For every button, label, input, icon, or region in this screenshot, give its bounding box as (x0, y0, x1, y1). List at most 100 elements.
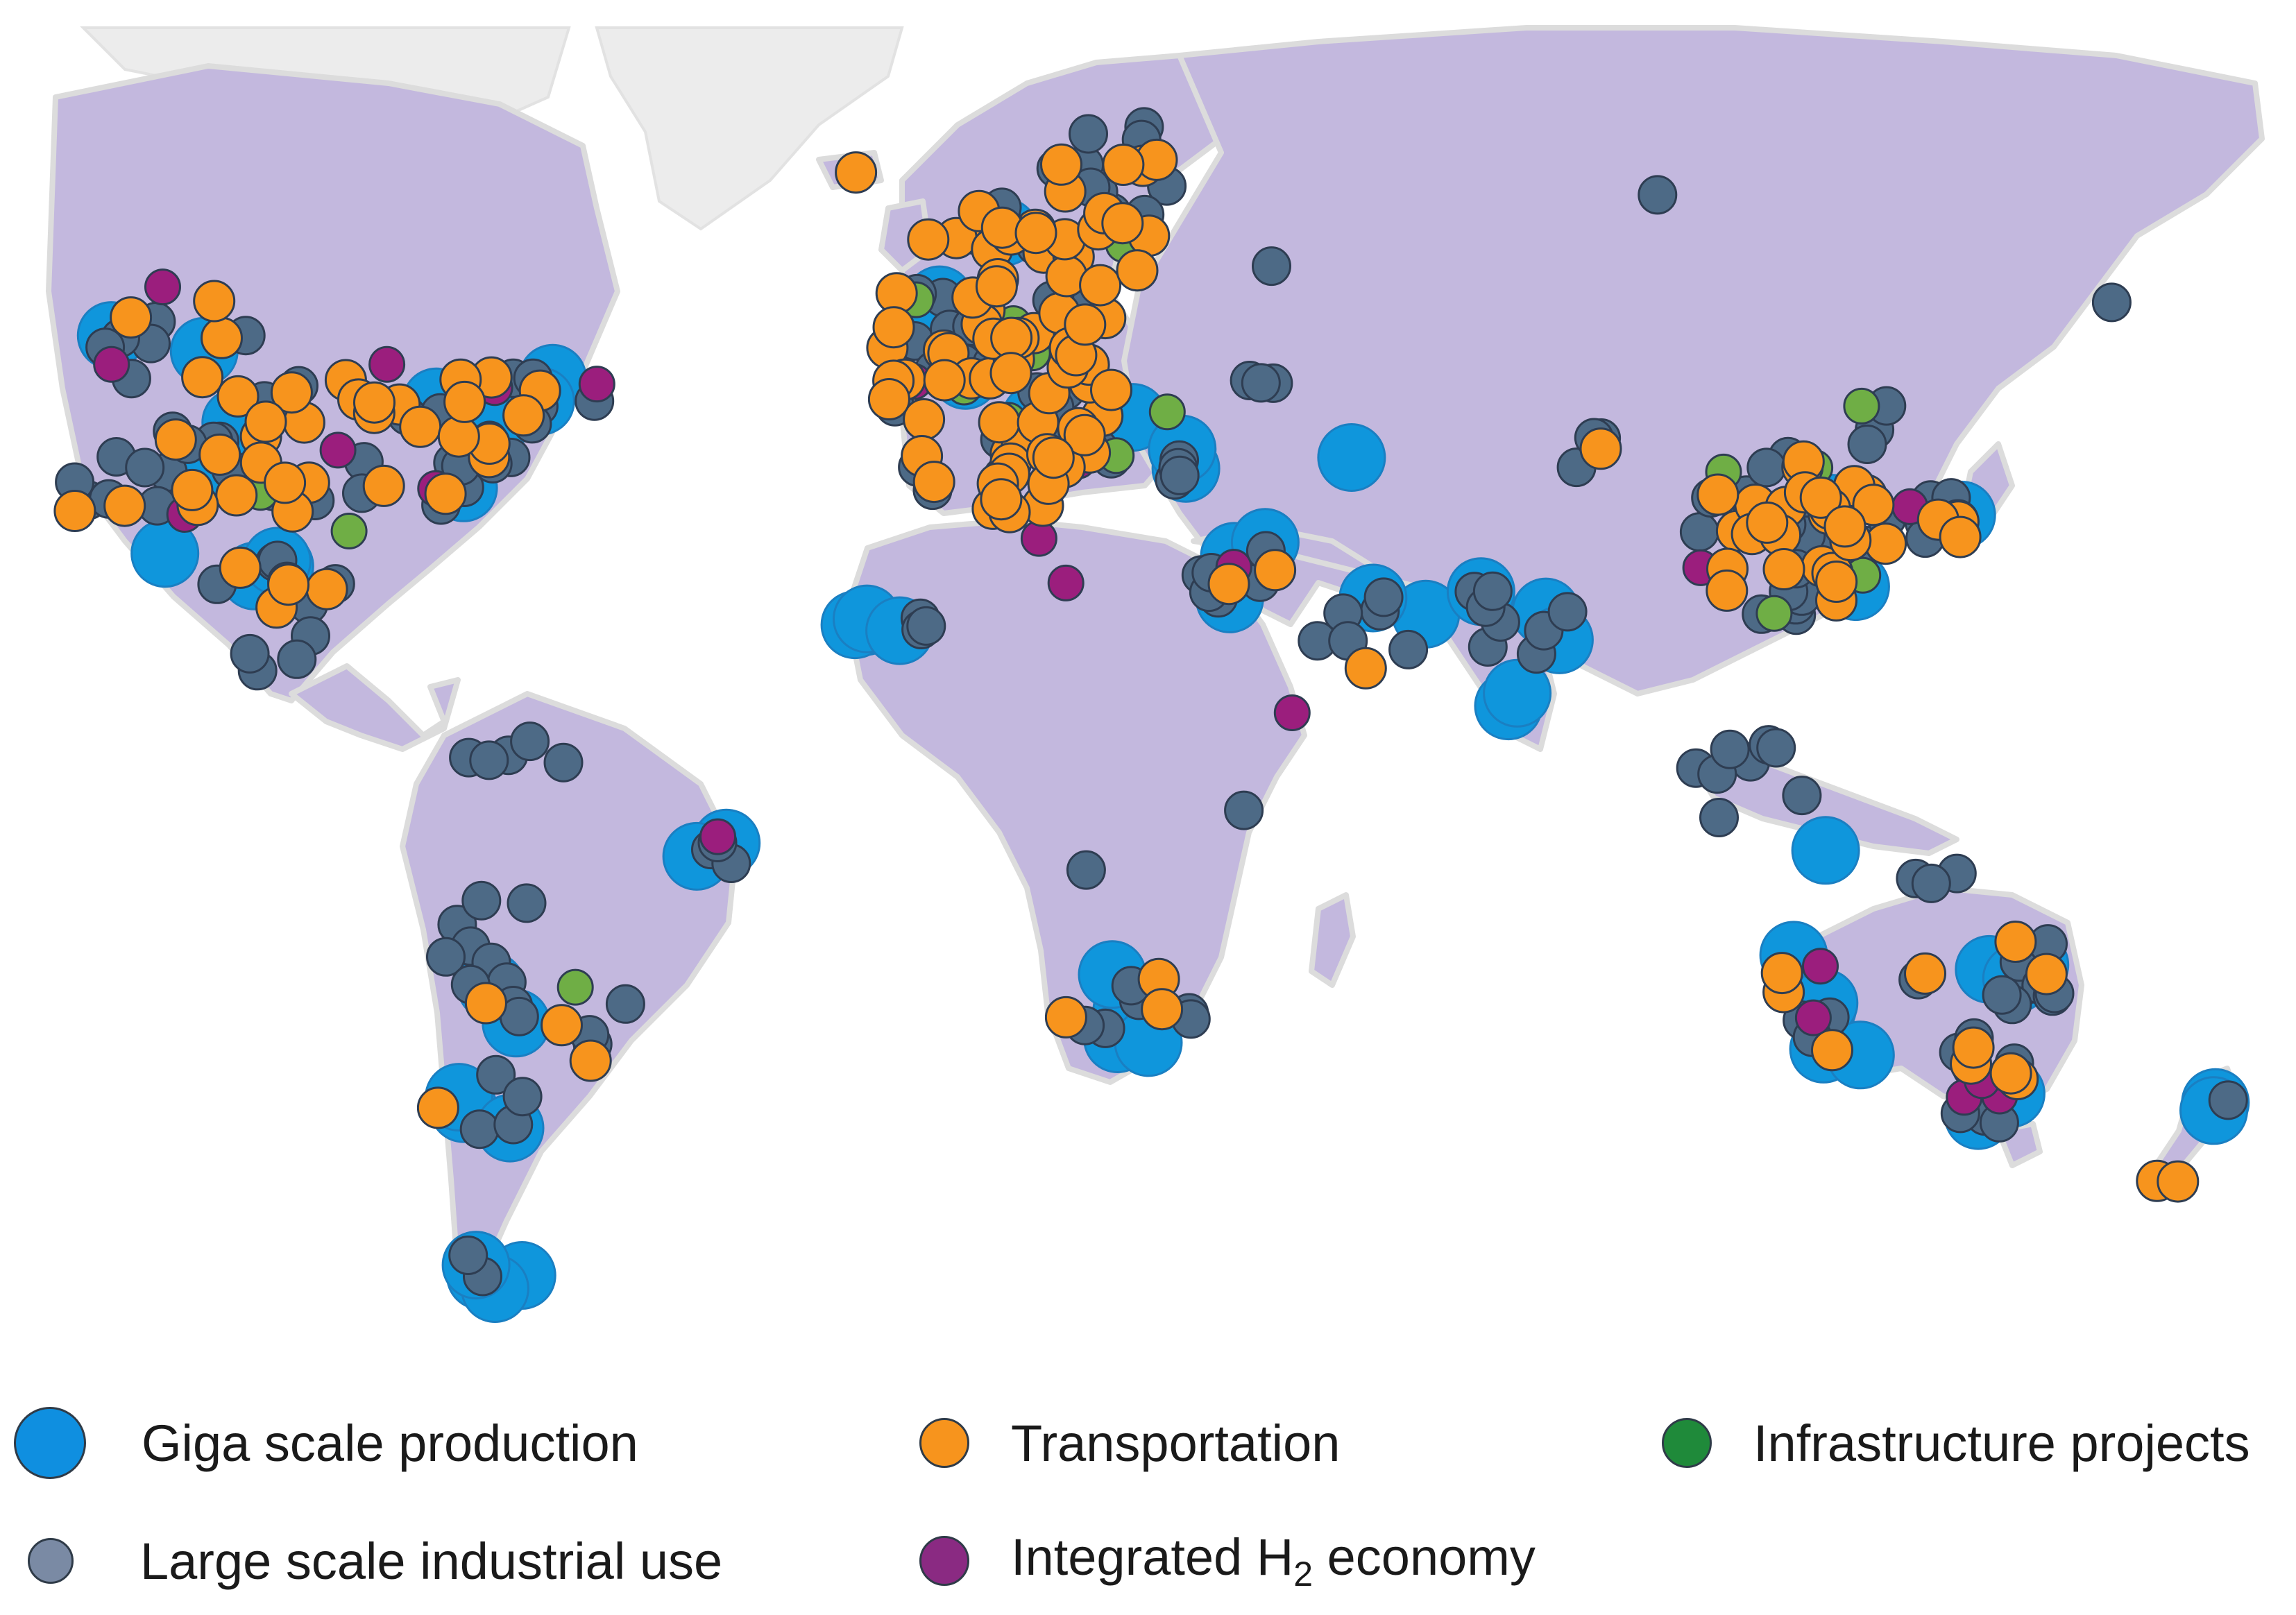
transport-project-marker (989, 352, 1032, 395)
legend-label-industrial: Large scale industrial use (140, 1532, 723, 1590)
transport-project-marker (502, 394, 545, 437)
map-canvas (46, 25, 2265, 1323)
industrial-project-marker (1746, 447, 1787, 488)
transport-project-marker (541, 1004, 583, 1047)
transport-project-marker (907, 218, 950, 261)
transport-project-marker (978, 401, 1021, 444)
transport-project-marker (1101, 202, 1144, 245)
world-map (46, 25, 2265, 1323)
infra-project-marker (1148, 393, 1186, 431)
legend-label-economy-suffix: economy (1313, 1528, 1536, 1586)
transport-project-marker (416, 1086, 459, 1129)
legend-swatch-industrial (28, 1538, 74, 1584)
africa (844, 518, 1307, 1085)
industrial-project-marker (448, 1236, 488, 1275)
asia (1121, 25, 2265, 697)
infra-project-marker (330, 513, 368, 549)
transport-project-marker (1207, 563, 1250, 606)
industrial-project-marker (1388, 629, 1429, 669)
industrial-project-marker (1224, 790, 1264, 830)
industrial-project-marker (459, 1109, 500, 1150)
transport-project-marker (171, 468, 214, 511)
transport-project-marker (1116, 249, 1159, 292)
industrial-project-marker (230, 633, 270, 674)
transport-project-marker (1760, 952, 1803, 995)
transport-project-marker (464, 982, 507, 1025)
transport-project-marker (1254, 549, 1297, 592)
transport-project-marker (2157, 1160, 2200, 1203)
transport-project-marker (219, 546, 262, 589)
industrial-project-marker (461, 880, 502, 921)
transport-project-marker (835, 151, 878, 194)
industrial-project-marker (277, 639, 317, 679)
southeast-asia-islands (1690, 753, 1959, 856)
industrial-project-marker (1363, 577, 1404, 617)
industrial-project-marker (1847, 425, 1887, 464)
legend-label-infra: Infrastructure projects (1753, 1414, 2250, 1472)
transport-project-marker (1706, 569, 1749, 612)
transport-project-marker (1762, 548, 1805, 590)
transport-project-marker (181, 356, 224, 399)
industrial-project-marker (1252, 246, 1291, 287)
transport-project-marker (443, 380, 486, 423)
economy-project-marker (368, 345, 406, 383)
transport-project-marker (110, 296, 153, 339)
transport-project-marker (103, 484, 146, 527)
infra-project-marker (556, 968, 594, 1006)
transport-project-marker (1032, 436, 1075, 479)
legend-item-transport: Transportation (919, 1394, 1340, 1492)
transport-project-marker (1746, 501, 1789, 544)
industrial-project-marker (510, 721, 550, 762)
legend-swatch-transport (919, 1418, 969, 1468)
economy-project-marker (144, 268, 181, 306)
transport-project-marker (1014, 212, 1057, 255)
transport-project-marker (1040, 143, 1082, 186)
industrial-project-marker (1782, 776, 1822, 816)
industrial-project-marker (1241, 363, 1281, 403)
transport-project-marker (923, 359, 966, 402)
greenland (595, 26, 904, 231)
transport-project-marker (975, 265, 1018, 308)
transport-project-marker (244, 400, 287, 443)
economy-project-marker (319, 431, 357, 469)
industrial-project-marker (1159, 455, 1200, 495)
transport-project-marker (980, 478, 1023, 521)
transport-project-marker (201, 316, 243, 359)
transport-project-marker (399, 405, 442, 448)
legend-label-economy: Integrated H2 economy (1011, 1528, 1536, 1594)
industrial-project-marker (1069, 114, 1108, 154)
industrial-project-marker (543, 742, 584, 783)
economy-project-marker (1273, 694, 1311, 731)
industrial-project-marker (1710, 729, 1750, 769)
transport-project-marker (1799, 476, 1842, 519)
transport-project-marker (1063, 413, 1106, 456)
industrial-project-marker (1982, 975, 2022, 1015)
transport-project-marker (1939, 515, 1982, 558)
transport-project-marker (264, 461, 307, 504)
transport-project-marker (2025, 952, 2068, 996)
legend-label-economy-prefix: Integrated H (1011, 1528, 1294, 1586)
transport-project-marker (1344, 647, 1387, 690)
industrial-project-marker (1472, 571, 1513, 611)
transport-project-marker (1141, 988, 1184, 1031)
transport-project-marker (198, 433, 241, 476)
industrial-project-marker (1547, 592, 1588, 632)
transport-project-marker (1852, 484, 1895, 527)
legend-label-economy-subscript: 2 (1293, 1555, 1313, 1593)
transport-project-marker (569, 1039, 612, 1082)
transport-project-marker (903, 398, 946, 441)
industrial-project-marker (507, 883, 547, 923)
legend: Giga scale production Transportation Inf… (0, 1381, 2296, 1615)
industrial-project-marker (1699, 798, 1739, 837)
legend-swatch-infra (1662, 1418, 1712, 1468)
industrial-project-marker (469, 740, 509, 780)
economy-project-marker (699, 818, 736, 855)
transport-project-marker (154, 418, 197, 461)
legend-swatch-economy (919, 1536, 969, 1586)
giga-project-marker (1317, 423, 1386, 492)
transport-project-marker (267, 563, 310, 606)
industrial-project-marker (906, 606, 946, 646)
transport-project-marker (867, 378, 910, 420)
legend-label-giga: Giga scale production (142, 1414, 638, 1472)
madagascar (1309, 892, 1356, 988)
